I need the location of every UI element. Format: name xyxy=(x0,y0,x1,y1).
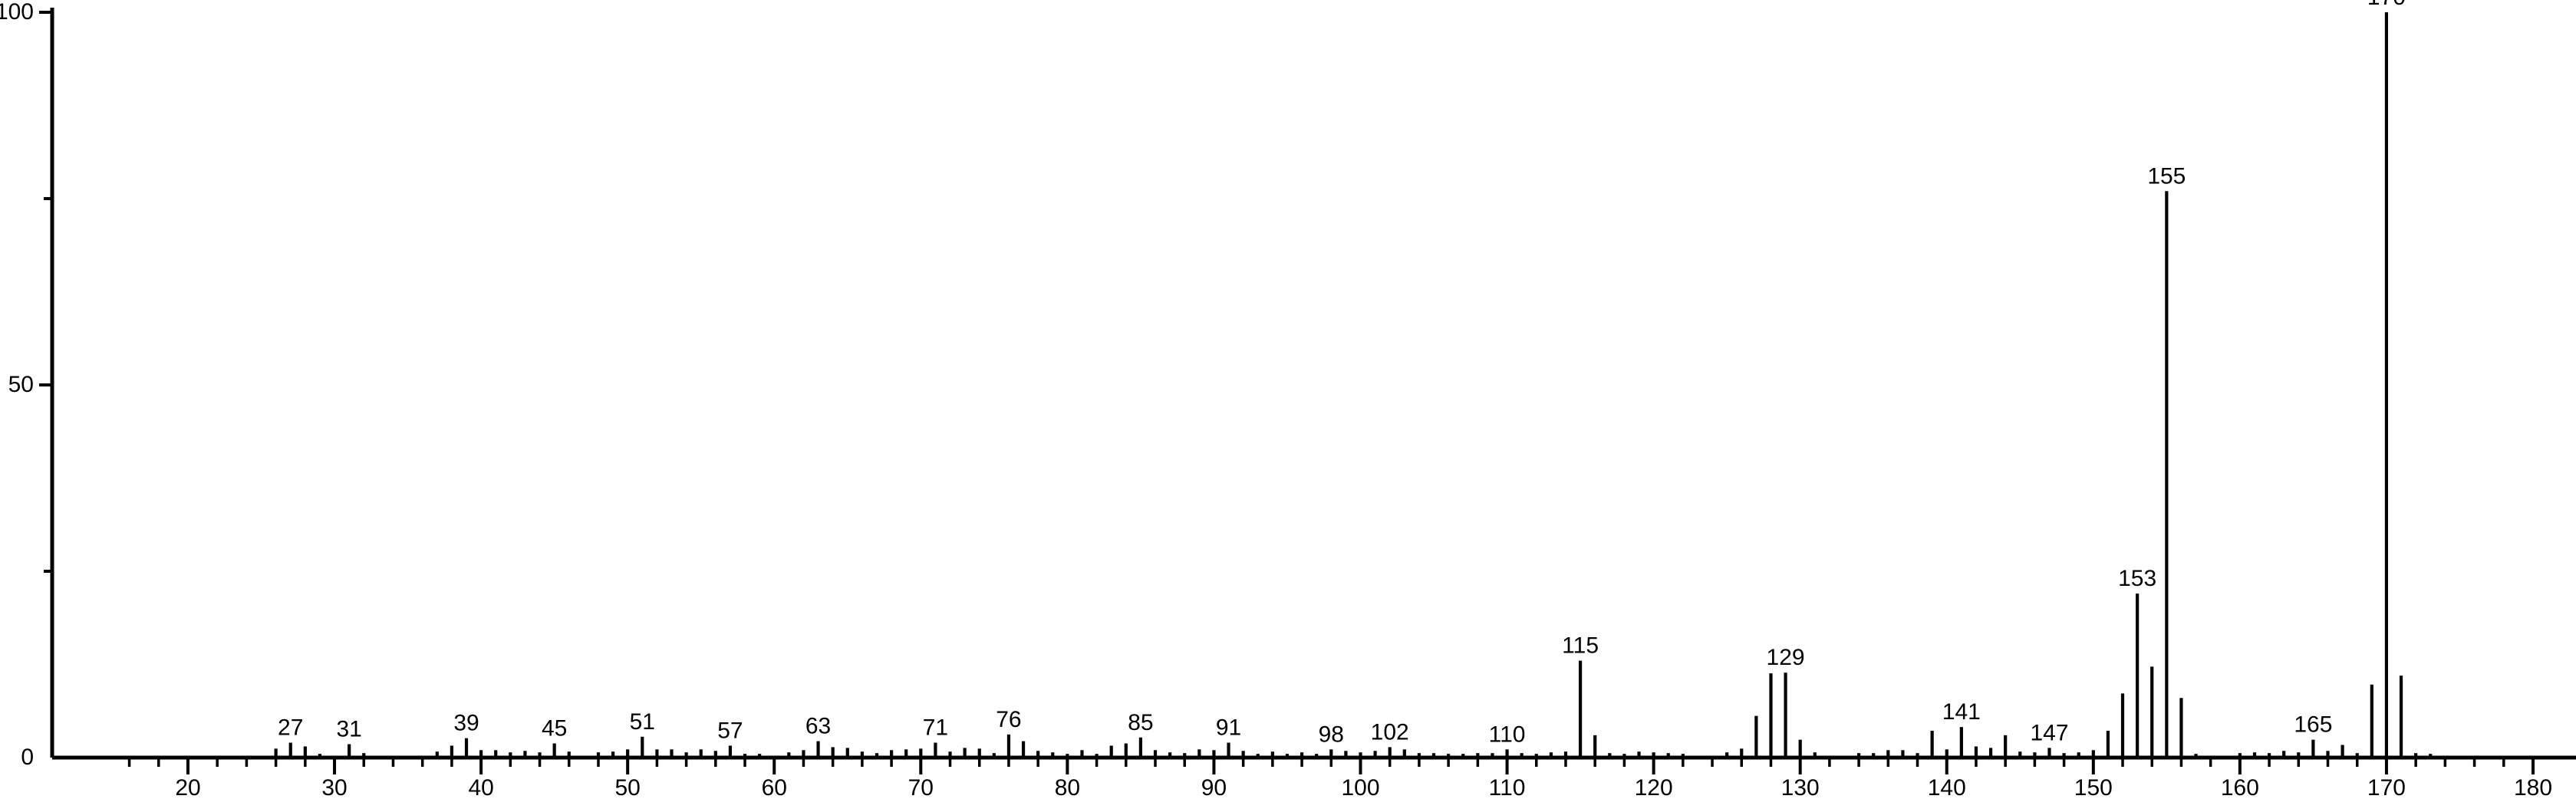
x-axis-tick-label: 110 xyxy=(1489,775,1526,799)
peak-annotation-label: 153 xyxy=(2118,566,2156,591)
y-axis: 0 50 100 xyxy=(0,0,54,770)
peak-annotation-label: 51 xyxy=(630,709,655,735)
peak-annotation-label: 102 xyxy=(1371,719,1409,745)
x-axis-tick-label: 140 xyxy=(1928,775,1966,799)
peak-annotation-label: 147 xyxy=(2030,720,2068,745)
peak-annotation-label: 76 xyxy=(996,707,1021,732)
peak-annotation-label: 155 xyxy=(2147,163,2186,189)
peak-annotation-label: 45 xyxy=(542,716,567,741)
y-axis-tick-label: 100 xyxy=(0,0,34,25)
peak-series xyxy=(274,12,2433,758)
peak-annotation-label: 110 xyxy=(1489,722,1526,747)
peak-annotation-label: 27 xyxy=(278,715,303,741)
x-axis-tick-label: 180 xyxy=(2514,775,2552,799)
x-axis-tick-label: 40 xyxy=(468,775,493,799)
x-axis-tick-label: 150 xyxy=(2074,775,2113,799)
x-axis: 20 30 40 50 60 70 80 90 100 110 120 130 140 150 160 170… xyxy=(52,755,2576,799)
peak-annotation-label: 170 xyxy=(2367,0,2406,10)
peak-annotation-label: 31 xyxy=(336,717,361,742)
x-axis-tick-label: 120 xyxy=(1635,775,1673,799)
x-axis-tick-label: 50 xyxy=(615,775,641,799)
peak-annotation-label: 57 xyxy=(717,718,743,743)
peak-annotation-label: 98 xyxy=(1319,722,1344,747)
peak-annotation-label: 115 xyxy=(1562,633,1599,659)
x-axis-tick-label: 30 xyxy=(321,775,347,799)
x-axis-tick-label: 90 xyxy=(1201,775,1227,799)
peak-labels: 27 31 39 45 51 57 63 71 76 85 91 98 102 110 115 129 141 1… xyxy=(278,0,2406,747)
x-axis-tick-label: 20 xyxy=(175,775,200,799)
peak-annotation-label: 129 xyxy=(1767,645,1805,670)
x-axis-tick-label: 60 xyxy=(762,775,787,799)
x-axis-tick-label: 170 xyxy=(2367,775,2406,799)
peak-annotation-label: 63 xyxy=(805,714,831,739)
peak-annotation-label: 71 xyxy=(923,715,948,741)
x-axis-tick-label: 100 xyxy=(1341,775,1379,799)
y-axis-tick-label: 0 xyxy=(21,745,34,770)
peak-annotation-label: 91 xyxy=(1216,715,1241,741)
peak-annotation-label: 165 xyxy=(2294,712,2332,738)
x-axis-tick-label: 70 xyxy=(908,775,934,799)
x-axis-tick-label: 130 xyxy=(1781,775,1820,799)
peak-annotation-label: 39 xyxy=(453,711,479,736)
y-axis-tick-label: 50 xyxy=(8,372,34,397)
x-axis-tick-label: 160 xyxy=(2221,775,2259,799)
peak-annotation-label: 141 xyxy=(1942,699,1981,725)
peak-annotation-label: 85 xyxy=(1128,710,1153,735)
x-axis-tick-label: 80 xyxy=(1055,775,1080,799)
